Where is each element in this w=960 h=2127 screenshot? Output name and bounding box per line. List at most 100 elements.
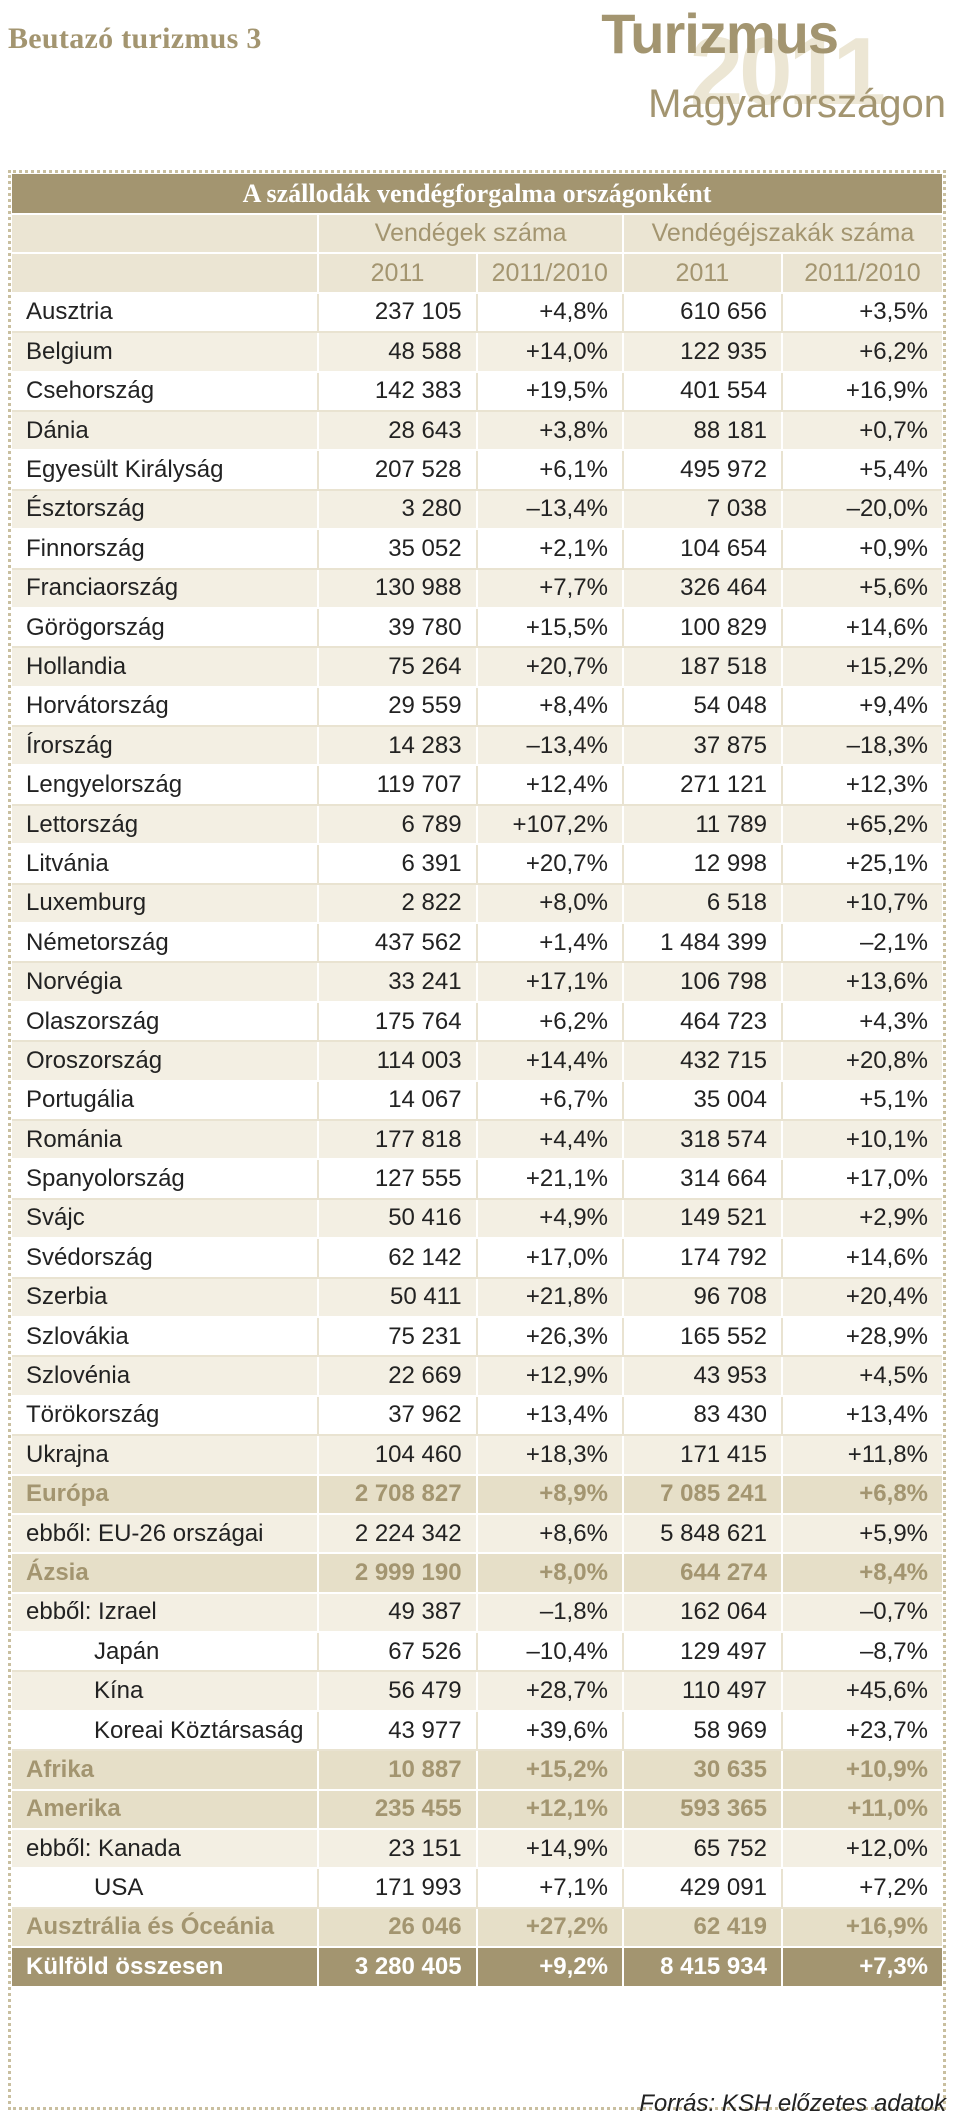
nights-2011: 464 723 (622, 1001, 783, 1043)
guests-2011: 177 818 (318, 1119, 478, 1161)
guests-change: +15,5% (476, 607, 624, 649)
row-label: Szlovákia (12, 1316, 320, 1358)
nights-change: +2,9% (781, 1198, 942, 1240)
guests-2011: 2 224 342 (318, 1513, 478, 1555)
row-label: Írország (12, 726, 320, 767)
row-label: Portugália (12, 1080, 320, 1121)
guests-change: +21,1% (476, 1159, 624, 1200)
guests-2011: 171 993 (318, 1868, 478, 1909)
guests-2011: 10 887 (318, 1750, 478, 1791)
guests-2011: 49 387 (318, 1592, 478, 1634)
nights-change: –2,1% (781, 923, 942, 964)
nights-change: +3,5% (781, 292, 942, 334)
row-label: Spanyolország (12, 1159, 320, 1200)
table-row: ebből: Izrael 49 387 –1,8% 162 064 –0,7% (12, 1592, 942, 1634)
row-label: Koreai Köztársaság (12, 1710, 320, 1752)
nights-2011: 401 554 (622, 371, 783, 412)
table-row: Észtország 3 280 –13,4% 7 038 –20,0% (12, 489, 942, 531)
nights-change: +13,4% (781, 1395, 942, 1437)
table-row: Törökország 37 962 +13,4% 83 430 +13,4% (12, 1395, 942, 1437)
nights-change: +65,2% (781, 804, 942, 846)
sub-header-guests-change: 2011/2010 (476, 253, 624, 294)
nights-2011: 54 048 (622, 686, 783, 728)
guests-2011: 75 264 (318, 647, 478, 688)
guests-2011: 29 559 (318, 686, 478, 728)
nights-change: –18,3% (781, 726, 942, 767)
nights-2011: 30 635 (622, 1750, 783, 1791)
nights-change: +11,0% (781, 1789, 942, 1831)
nights-2011: 165 552 (622, 1316, 783, 1358)
nights-2011: 318 574 (622, 1119, 783, 1161)
nights-change: +23,7% (781, 1710, 942, 1752)
row-label: Szerbia (12, 1277, 320, 1318)
row-label: Csehország (12, 371, 320, 412)
guests-change: +18,3% (476, 1435, 624, 1476)
sub-header-guests-2011: 2011 (318, 253, 478, 294)
row-label: Ausztrália és Óceánia (12, 1907, 320, 1949)
table-row: Kína 56 479 +28,7% 110 497 +45,6% (12, 1671, 942, 1712)
table-row: Ausztria 237 105 +4,8% 610 656 +3,5% (12, 292, 942, 334)
row-label: Belgium (12, 332, 320, 373)
row-label: Lengyelország (12, 765, 320, 806)
guests-change: –13,4% (476, 726, 624, 767)
guests-2011: 14 283 (318, 726, 478, 767)
row-label: Olaszország (12, 1001, 320, 1043)
table-row: Hollandia 75 264 +20,7% 187 518 +15,2% (12, 647, 942, 688)
guests-change: +6,2% (476, 1001, 624, 1043)
nights-2011: 65 752 (622, 1829, 783, 1870)
brand-subtitle: Magyarországon (648, 82, 946, 126)
table-row: Svájc 50 416 +4,9% 149 521 +2,9% (12, 1198, 942, 1240)
guests-2011: 2 999 190 (318, 1553, 478, 1594)
nights-change: +7,2% (781, 1868, 942, 1909)
sub-header-nights-2011: 2011 (622, 253, 783, 294)
guests-2011: 26 046 (318, 1907, 478, 1949)
guests-change: +2,1% (476, 529, 624, 570)
row-label: Görögország (12, 607, 320, 649)
guests-2011: 6 391 (318, 844, 478, 885)
nights-2011: 110 497 (622, 1671, 783, 1712)
guests-change: +14,4% (476, 1041, 624, 1082)
table-row: Szlovákia 75 231 +26,3% 165 552 +28,9% (12, 1316, 942, 1358)
table-row: Litvánia 6 391 +20,7% 12 998 +25,1% (12, 844, 942, 885)
nights-2011: 429 091 (622, 1868, 783, 1909)
row-label: Ukrajna (12, 1435, 320, 1476)
guests-change: +27,2% (476, 1907, 624, 1949)
guests-2011: 119 707 (318, 765, 478, 806)
row-label: Lettország (12, 804, 320, 846)
guests-change: +17,1% (476, 962, 624, 1003)
guests-change: –13,4% (476, 489, 624, 531)
guests-change: +8,0% (476, 883, 624, 925)
nights-2011: 8 415 934 (622, 1947, 783, 1988)
nights-change: +10,9% (781, 1750, 942, 1791)
guests-change: +7,1% (476, 1868, 624, 1909)
guests-change: +14,9% (476, 1829, 624, 1870)
guests-change: +14,0% (476, 332, 624, 373)
guests-change: +26,3% (476, 1316, 624, 1358)
table-aggregate-row: Ázsia 2 999 190 +8,0% 644 274 +8,4% (12, 1553, 942, 1594)
guests-2011: 127 555 (318, 1159, 478, 1200)
table-aggregate-row: Ausztrália és Óceánia 26 046 +27,2% 62 419 +… (12, 1907, 942, 1949)
group-header-row: Vendégek száma Vendégéjszakák száma (12, 214, 942, 255)
table-row: Egyesült Királyság 207 528 +6,1% 495 972 +5,… (12, 450, 942, 491)
table-row: Luxemburg 2 822 +8,0% 6 518 +10,7% (12, 883, 942, 925)
table-total-row: Külföld összesen 3 280 405 +9,2% 8 415 934 +… (12, 1947, 942, 1988)
brand-year: 2011 (689, 18, 886, 125)
guests-change: +21,8% (476, 1277, 624, 1318)
guests-2011: 3 280 405 (318, 1947, 478, 1988)
guests-change: +12,9% (476, 1356, 624, 1397)
nights-2011: 100 829 (622, 607, 783, 649)
nights-change: +0,9% (781, 529, 942, 570)
guests-2011: 114 003 (318, 1041, 478, 1082)
table-aggregate-row: Afrika 10 887 +15,2% 30 635 +10,9% (12, 1750, 942, 1791)
nights-change: +5,1% (781, 1080, 942, 1121)
guests-2011: 14 067 (318, 1080, 478, 1121)
nights-change: +8,4% (781, 1553, 942, 1594)
table-row: ebből: Kanada 23 151 +14,9% 65 752 +12,0% (12, 1829, 942, 1870)
guests-2011: 23 151 (318, 1829, 478, 1870)
nights-2011: 11 789 (622, 804, 783, 846)
table-row: Lengyelország 119 707 +12,4% 271 121 +12,3% (12, 765, 942, 806)
brand-word: Turizmus (601, 2, 839, 65)
row-label: USA (12, 1868, 320, 1909)
nights-change: +4,5% (781, 1356, 942, 1397)
nights-change: +17,0% (781, 1159, 942, 1200)
